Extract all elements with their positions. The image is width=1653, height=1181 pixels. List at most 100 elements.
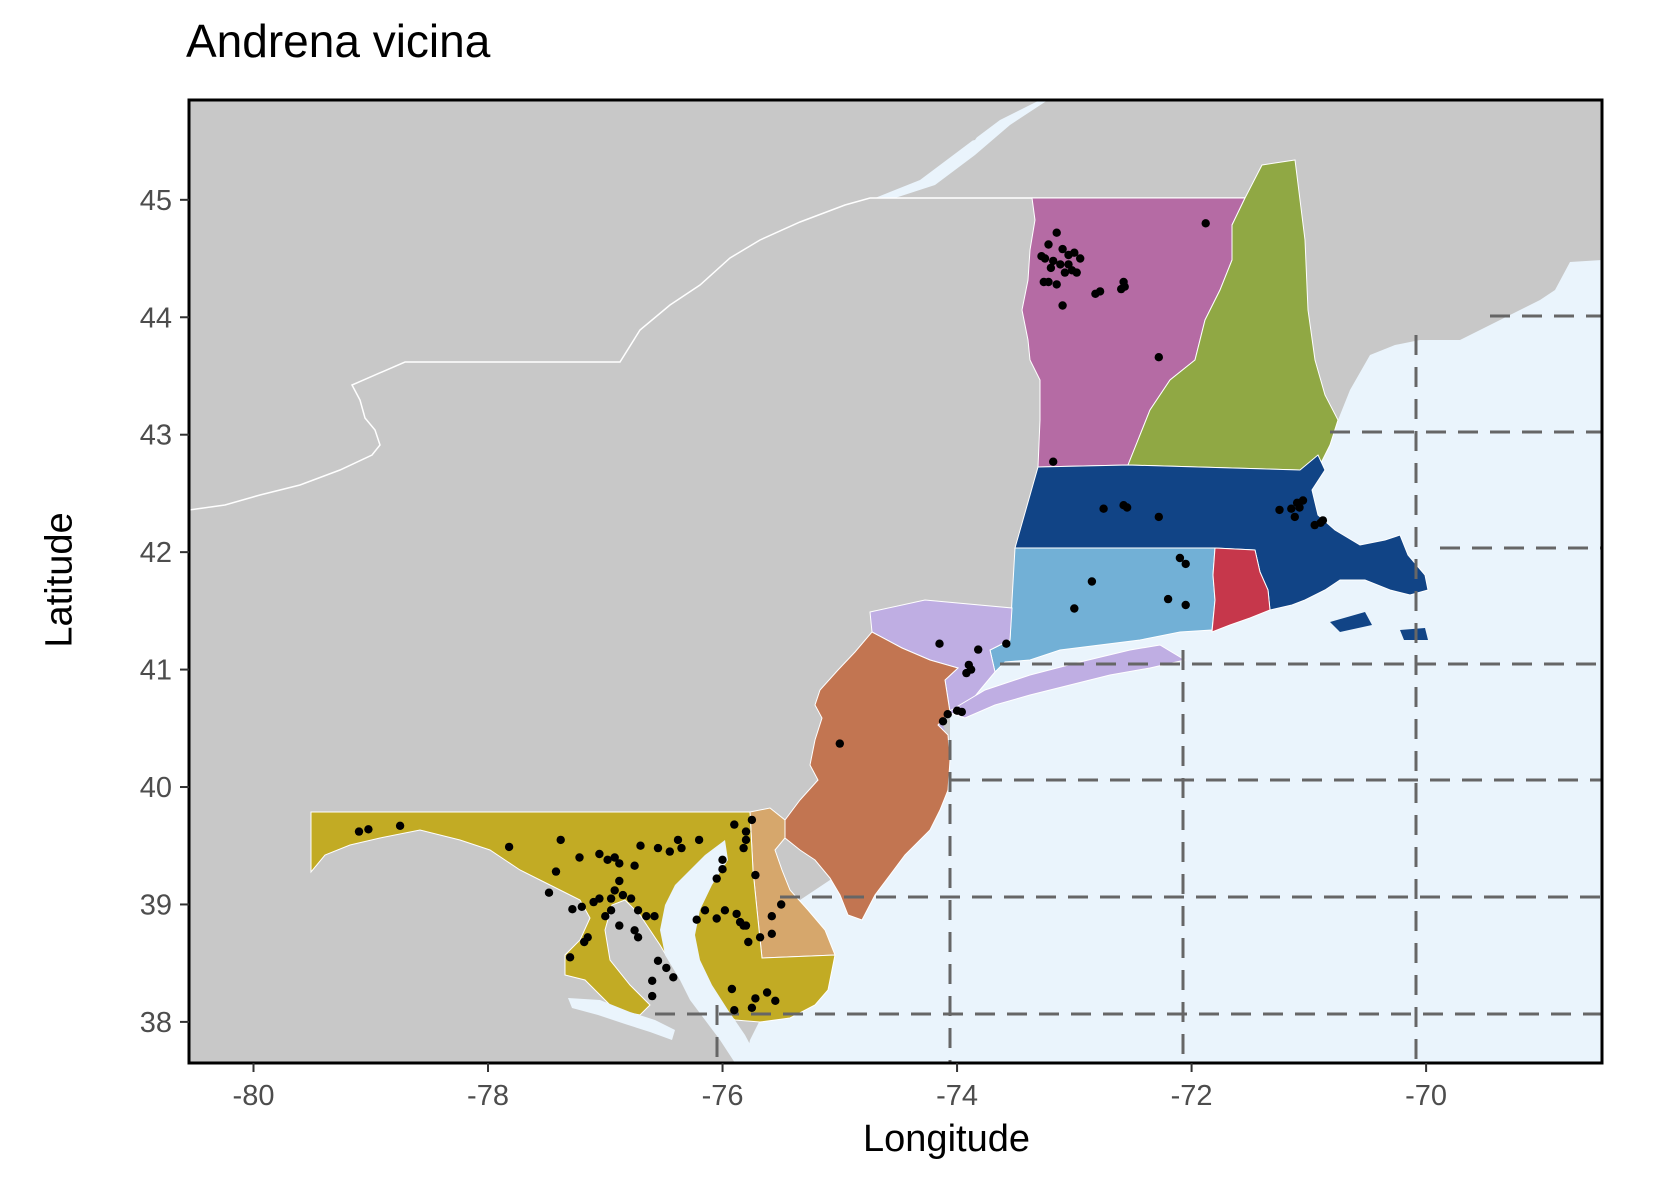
- y-axis: 38 39 40 41 42 43 44 45: [140, 185, 189, 1039]
- occurrence-point: [1072, 268, 1081, 277]
- occurrence-point: [730, 820, 739, 829]
- occurrence-point: [1052, 228, 1061, 237]
- occurrence-point: [1154, 353, 1164, 362]
- occurrence-point: [767, 912, 776, 921]
- occurrence-point: [1287, 504, 1296, 513]
- occurrence-point: [747, 1003, 757, 1012]
- y-tick-label: 45: [140, 185, 172, 217]
- occurrence-point: [1002, 639, 1011, 648]
- x-axis-label: Longitude: [863, 1118, 1030, 1160]
- occurrence-point: [957, 707, 966, 717]
- x-tick-label: -80: [233, 1080, 275, 1112]
- occurrence-point: [777, 900, 786, 909]
- occurrence-point: [1122, 503, 1132, 512]
- occurrence-point: [712, 874, 721, 883]
- occurrence-point: [618, 890, 628, 900]
- occurrence-point: [835, 739, 844, 748]
- occurrence-point: [771, 996, 780, 1005]
- occurrence-point: [692, 915, 701, 924]
- occurrence-point: [636, 841, 645, 850]
- x-axis: -80 -78 -76 -74 -72 -70: [233, 1063, 1447, 1112]
- occurrence-point: [1117, 284, 1126, 294]
- occurrence-point: [633, 933, 643, 942]
- occurrence-point: [694, 835, 704, 845]
- occurrence-point: [1275, 505, 1284, 515]
- occurrence-point: [653, 956, 663, 965]
- occurrence-point: [943, 710, 952, 719]
- y-tick-label: 42: [140, 537, 172, 569]
- y-tick-label: 43: [140, 420, 172, 452]
- occurrence-point: [595, 849, 604, 859]
- occurrence-point: [630, 926, 639, 935]
- nantucket: [1400, 628, 1428, 640]
- x-tick-label: -72: [1171, 1080, 1213, 1112]
- international-border: [189, 197, 1245, 511]
- panel-frame: [187, 98, 1604, 1065]
- martha-vineyard: [1330, 612, 1372, 632]
- occurrence-point: [1163, 594, 1173, 604]
- y-tick-label: 38: [140, 1007, 172, 1039]
- occurrence-point: [741, 835, 751, 845]
- st-lawrence-river: [875, 100, 1048, 198]
- chesapeake-bay: [660, 840, 760, 1063]
- occurrence-point: [642, 912, 651, 921]
- y-tick-label: 41: [140, 655, 172, 687]
- occurrence-point: [551, 867, 561, 876]
- occurrence-points: [354, 219, 1328, 1015]
- occurrence-point: [751, 994, 760, 1003]
- occurrence-point: [1060, 268, 1070, 277]
- occurrence-point: [1175, 553, 1185, 563]
- occurrence-point: [677, 843, 686, 853]
- occurrence-point: [565, 953, 575, 962]
- occurrence-point: [669, 973, 678, 982]
- occurrence-point: [606, 894, 616, 903]
- occurrence-point: [1298, 496, 1308, 505]
- occurrence-point: [974, 645, 983, 654]
- occurrence-point: [1058, 244, 1067, 254]
- occurrence-point: [615, 876, 624, 886]
- occurrence-point: [630, 861, 639, 870]
- occurrence-point: [1044, 277, 1053, 287]
- occurrence-point: [730, 1006, 739, 1015]
- occurrence-point: [1295, 503, 1304, 512]
- occurrence-point: [606, 906, 616, 915]
- occurrence-point: [744, 937, 753, 947]
- occurrence-point: [395, 821, 405, 830]
- occurrence-point: [610, 886, 619, 895]
- occurrence-point: [732, 909, 741, 919]
- occurrence-point: [1056, 260, 1065, 269]
- occurrence-point: [1290, 512, 1300, 522]
- occurrence-point: [673, 835, 683, 845]
- occurrence-point: [718, 855, 727, 864]
- occurrence-point: [751, 870, 760, 880]
- occurrence-point: [650, 912, 659, 921]
- occurrence-point: [747, 815, 757, 825]
- chart-title: Andrena vicina: [186, 15, 491, 67]
- occurrence-point: [935, 639, 944, 648]
- occurrence-point: [712, 914, 721, 923]
- occurrence-point: [648, 991, 657, 1001]
- occurrence-point: [610, 853, 619, 862]
- graticule: [655, 314, 1602, 1063]
- occurrence-point: [575, 853, 584, 862]
- occurrence-point: [601, 912, 610, 921]
- occurrence-point: [1052, 280, 1061, 289]
- occurrence-point: [718, 865, 727, 874]
- occurrence-point: [662, 963, 671, 973]
- occurrence-point: [1049, 256, 1058, 266]
- occurrence-point: [1095, 287, 1105, 296]
- occurrence-point: [762, 988, 772, 997]
- occurrence-point: [653, 843, 663, 853]
- occurrence-point: [633, 906, 643, 915]
- occurrence-point: [938, 717, 948, 726]
- occurrence-point: [1070, 248, 1079, 257]
- y-tick-label: 39: [140, 889, 172, 921]
- occurrence-point: [568, 905, 577, 914]
- occurrence-point: [1181, 559, 1190, 569]
- occurrence-point: [1181, 600, 1190, 610]
- occurrence-point: [354, 827, 364, 836]
- x-tick-label: -78: [467, 1080, 509, 1112]
- potomac-river: [568, 998, 675, 1040]
- occurrence-point: [962, 668, 971, 678]
